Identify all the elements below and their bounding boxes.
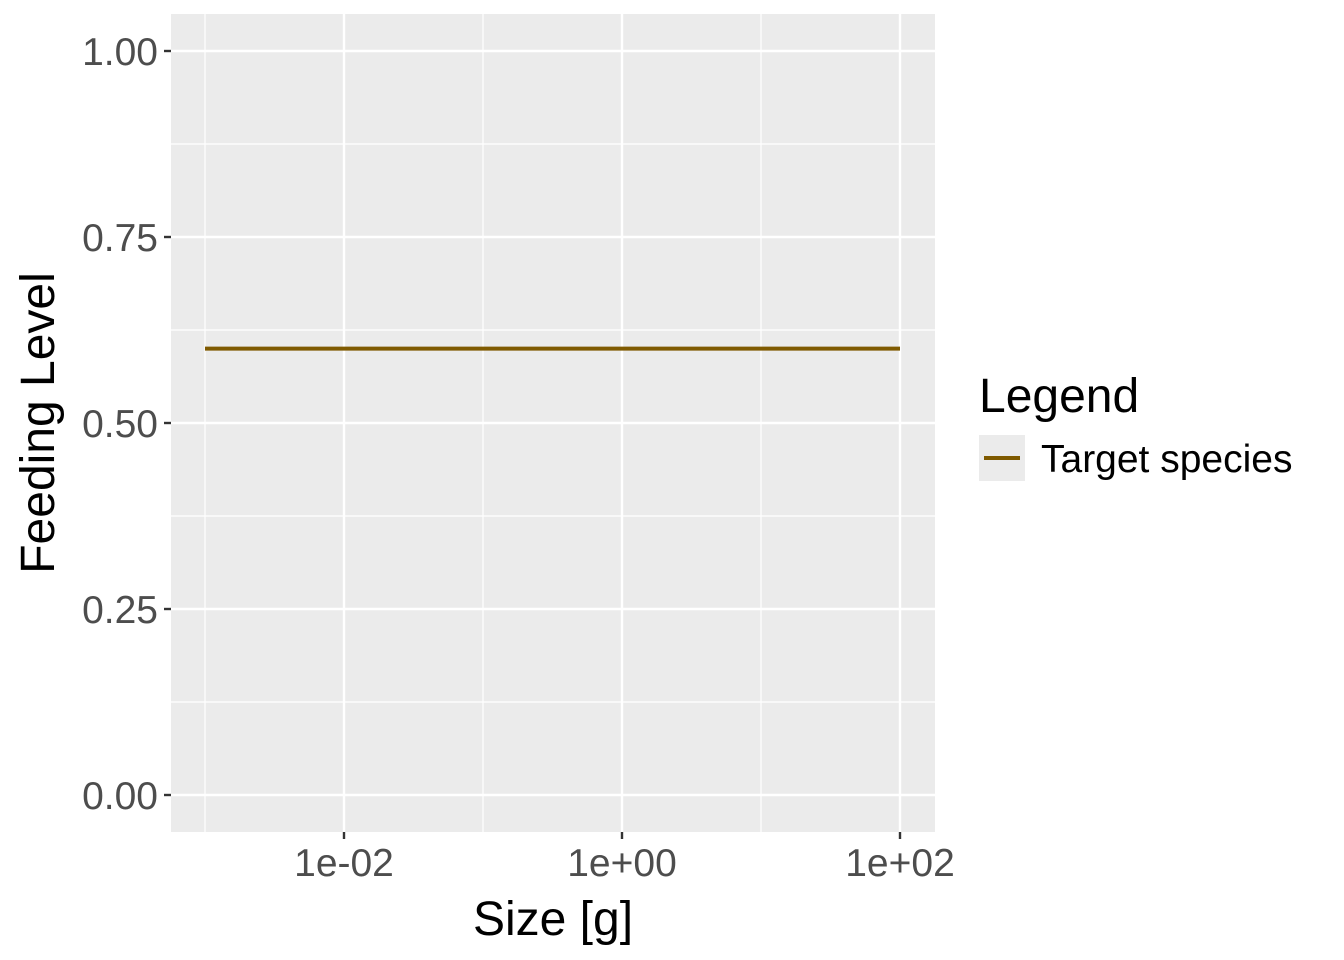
- y-tick-label: 0.25: [82, 589, 158, 632]
- y-axis-title: Feeding Level: [12, 272, 65, 574]
- x-axis-title: Size [g]: [473, 893, 633, 946]
- y-tick-label: 1.00: [82, 31, 158, 74]
- legend: Legend Target species: [979, 370, 1292, 481]
- y-axis: 0.00 0.25 0.50 0.75 1.00: [82, 31, 171, 818]
- x-tick-label: 1e-02: [294, 842, 394, 885]
- major-gridlines: [171, 14, 935, 832]
- y-tick-label: 0.75: [82, 217, 158, 260]
- legend-label-target-species: Target species: [1041, 438, 1292, 481]
- x-axis: 1e-02 1e+00 1e+02: [294, 832, 955, 885]
- x-tick-label: 1e+02: [845, 842, 955, 885]
- y-tick-label: 0.50: [82, 403, 158, 446]
- x-tick-label: 1e+00: [567, 842, 677, 885]
- legend-title: Legend: [979, 370, 1139, 423]
- y-tick-label: 0.00: [82, 775, 158, 818]
